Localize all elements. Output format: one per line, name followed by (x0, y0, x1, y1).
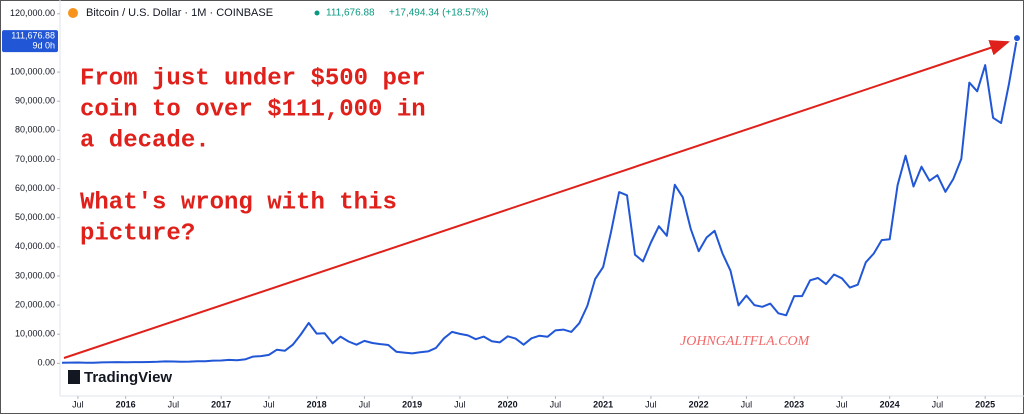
header-price: 111,676.88 (326, 8, 375, 19)
x-tick-label: Jul (645, 399, 657, 409)
y-tick-label: 60,000.00 (15, 183, 55, 193)
x-tick-label: 2017 (211, 399, 231, 409)
x-tick-label: Jul (454, 399, 466, 409)
y-tick-label: 90,000.00 (15, 96, 55, 106)
x-tick-label: 2023 (784, 399, 804, 409)
last-point (1013, 34, 1021, 43)
y-tick-label: 30,000.00 (15, 270, 55, 280)
header-change: +17,494.34 (+18.57%) (389, 8, 489, 19)
price-line (61, 37, 1018, 364)
brand: TradingView (84, 369, 172, 386)
chart-title: Bitcoin / U.S. Dollar · 1M · COINBASE (86, 7, 273, 19)
y-tick-label: 80,000.00 (15, 125, 55, 135)
last-countdown: 9d 0h (32, 40, 55, 50)
x-tick-label: 2016 (116, 399, 136, 409)
y-tick-label: 100,000.00 (10, 66, 55, 76)
x-tick-label: Jul (836, 399, 848, 409)
x-tick-label: Jul (168, 399, 180, 409)
annotation: coin to over $111,000 in (80, 96, 426, 123)
last-price-box (2, 30, 58, 53)
x-tick-label: Jul (72, 399, 84, 409)
brand-logo (68, 370, 80, 384)
x-tick-label: Jul (550, 399, 562, 409)
y-tick-label: 0.00 (37, 358, 55, 368)
y-tick-label: 120,000.00 (10, 8, 55, 18)
y-tick-label: 50,000.00 (15, 212, 55, 222)
status-dot (314, 10, 320, 16)
x-tick-label: Jul (741, 399, 753, 409)
annotation: From just under $500 per (80, 65, 426, 92)
x-tick-label: Jul (263, 399, 275, 409)
coin-icon (68, 8, 78, 18)
x-tick-label: Jul (932, 399, 944, 409)
annotation: picture? (80, 220, 195, 247)
annotation: a decade. (80, 127, 210, 154)
last-price-label: 111,676.88 (11, 30, 55, 40)
trend-arrow (63, 40, 1010, 359)
x-tick-label: 2018 (307, 399, 327, 409)
x-tick-label: 2025 (975, 399, 995, 409)
y-tick-label: 70,000.00 (15, 154, 55, 164)
x-tick-label: 2024 (880, 399, 900, 409)
x-tick-label: 2019 (402, 399, 422, 409)
watermark: JOHNGALTFLA.COM (680, 334, 811, 349)
y-tick-label: 10,000.00 (15, 329, 55, 339)
x-tick-label: 2021 (593, 399, 613, 409)
x-tick-label: 2020 (498, 399, 518, 409)
x-tick-label: Jul (359, 399, 371, 409)
y-tick-label: 20,000.00 (15, 299, 55, 309)
x-tick-label: 2022 (689, 399, 709, 409)
y-tick-label: 40,000.00 (15, 241, 55, 251)
annotation: What's wrong with this (80, 189, 397, 216)
